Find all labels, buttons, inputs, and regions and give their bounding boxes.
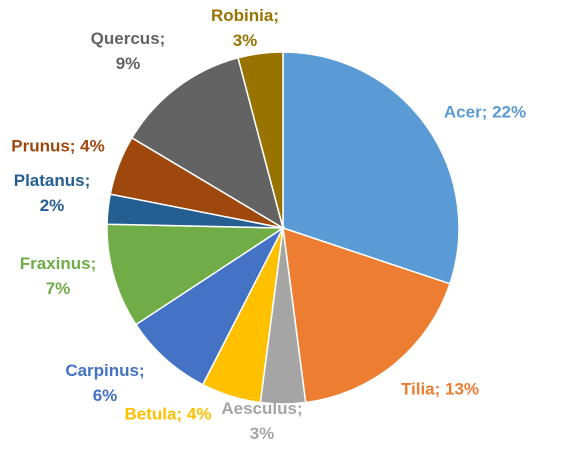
pie-slice (130, 56, 285, 230)
data-label-line: Robinia; (211, 6, 279, 25)
data-label: Betula; 4% (125, 404, 212, 423)
data-label-line: Fraxinus; (20, 254, 97, 273)
data-label-line: Carpinus; (65, 361, 144, 380)
pie-slice (134, 225, 285, 386)
data-label: Acer; 22% (444, 102, 526, 121)
data-label: Aesculus; 3% (221, 399, 302, 443)
pie-slice (282, 51, 460, 285)
data-label: Fraxinus; 7% (20, 254, 97, 298)
data-label-line: 6% (93, 386, 118, 405)
data-label-line: Aesculus; (221, 399, 302, 418)
data-label: Robinia; 3% (211, 6, 279, 50)
data-label-line: 9% (116, 54, 141, 73)
data-label: Tilia; 13% (401, 379, 479, 398)
pie-slice (282, 226, 451, 404)
data-label-line: 3% (233, 31, 258, 50)
data-label-line: Platanus; (14, 171, 91, 190)
data-label: Carpinus; 6% (65, 361, 144, 405)
data-label-line: Quercus; (91, 29, 166, 48)
data-label: Prunus; 4% (11, 136, 105, 155)
data-label-line: 2% (40, 196, 65, 215)
pie-slice (106, 223, 286, 326)
pie-slice (237, 51, 284, 229)
data-label-line: 7% (46, 279, 71, 298)
data-label-line: 3% (250, 424, 275, 443)
data-label: Quercus; 9% (91, 29, 166, 73)
data-label: Platanus; 2% (14, 171, 91, 215)
